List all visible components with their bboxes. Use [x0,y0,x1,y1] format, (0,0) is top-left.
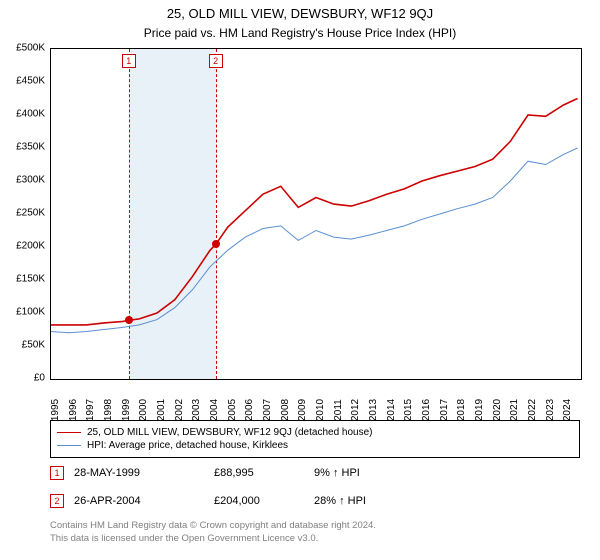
x-axis-label: 2021 [509,399,520,421]
sale-date: 28-MAY-1999 [74,467,214,479]
x-axis-label: 2008 [280,399,291,421]
x-axis-label: 2000 [138,399,149,421]
x-axis-label: 2019 [474,399,485,421]
table-row: 1 28-MAY-1999 £88,995 9% ↑ HPI [50,462,580,484]
table-row: 2 26-APR-2004 £204,000 28% ↑ HPI [50,490,580,512]
sale-marker-icon: 2 [209,54,223,68]
chart-series-line [51,148,578,333]
legend-item: 25, OLD MILL VIEW, DEWSBURY, WF12 9QJ (d… [57,427,573,438]
y-axis-label: £200K [5,241,45,252]
footer-line: Contains HM Land Registry data © Crown c… [50,520,580,533]
footer-line: This data is licensed under the Open Gov… [50,533,580,546]
page-subtitle: Price paid vs. HM Land Registry's House … [0,26,600,40]
x-axis-label: 2005 [227,399,238,421]
y-axis-label: £100K [5,307,45,318]
sale-marker-icon: 2 [50,494,64,508]
x-axis-label: 2014 [386,399,397,421]
y-axis-label: £0 [5,373,45,384]
sales-table: 1 28-MAY-1999 £88,995 9% ↑ HPI 2 26-APR-… [50,462,580,512]
x-axis-label: 2010 [315,399,326,421]
x-axis-label: 2003 [191,399,202,421]
x-axis-label: 2024 [562,399,573,421]
y-axis-label: £450K [5,76,45,87]
x-axis-label: 2013 [368,399,379,421]
chart-series-line [51,99,578,325]
legend-label: HPI: Average price, detached house, Kirk… [87,440,288,451]
x-axis-label: 2017 [439,399,450,421]
sale-marker-icon: 1 [122,54,136,68]
x-axis-label: 2006 [244,399,255,421]
legend-label: 25, OLD MILL VIEW, DEWSBURY, WF12 9QJ (d… [87,427,373,438]
x-axis-label: 2009 [297,399,308,421]
x-axis-label: 2020 [492,399,503,421]
legend-swatch [57,445,81,446]
y-axis-label: £50K [5,340,45,351]
y-axis-label: £350K [5,142,45,153]
sale-delta: 9% ↑ HPI [314,467,434,479]
attribution-footer: Contains HM Land Registry data © Crown c… [50,520,580,546]
sale-marker-icon: 1 [50,466,64,480]
sale-price: £88,995 [214,467,314,479]
price-chart [50,48,582,380]
x-axis-label: 1999 [121,399,132,421]
y-axis-label: £500K [5,43,45,54]
x-axis-label: 2016 [421,399,432,421]
legend-item: HPI: Average price, detached house, Kirk… [57,440,573,451]
x-axis-label: 1998 [103,399,114,421]
x-axis-label: 2018 [456,399,467,421]
x-axis-label: 2015 [403,399,414,421]
x-axis-label: 1996 [68,399,79,421]
sale-price: £204,000 [214,495,314,507]
sale-delta: 28% ↑ HPI [314,495,434,507]
x-axis-label: 2011 [333,399,344,421]
x-axis-label: 2022 [527,399,538,421]
x-axis-label: 2002 [174,399,185,421]
x-axis-label: 2004 [209,399,220,421]
x-axis-label: 1997 [85,399,96,421]
y-axis-label: £150K [5,274,45,285]
page-title: 25, OLD MILL VIEW, DEWSBURY, WF12 9QJ [0,6,600,21]
x-axis-label: 2001 [156,399,167,421]
x-axis-label: 1995 [50,399,61,421]
y-axis-label: £250K [5,208,45,219]
legend-swatch [57,432,81,433]
x-axis-label: 2012 [350,399,361,421]
y-axis-label: £400K [5,109,45,120]
x-axis-label: 2023 [545,399,556,421]
sale-date: 26-APR-2004 [74,495,214,507]
x-axis-label: 2007 [262,399,273,421]
y-axis-label: £300K [5,175,45,186]
legend-box: 25, OLD MILL VIEW, DEWSBURY, WF12 9QJ (d… [50,420,580,458]
